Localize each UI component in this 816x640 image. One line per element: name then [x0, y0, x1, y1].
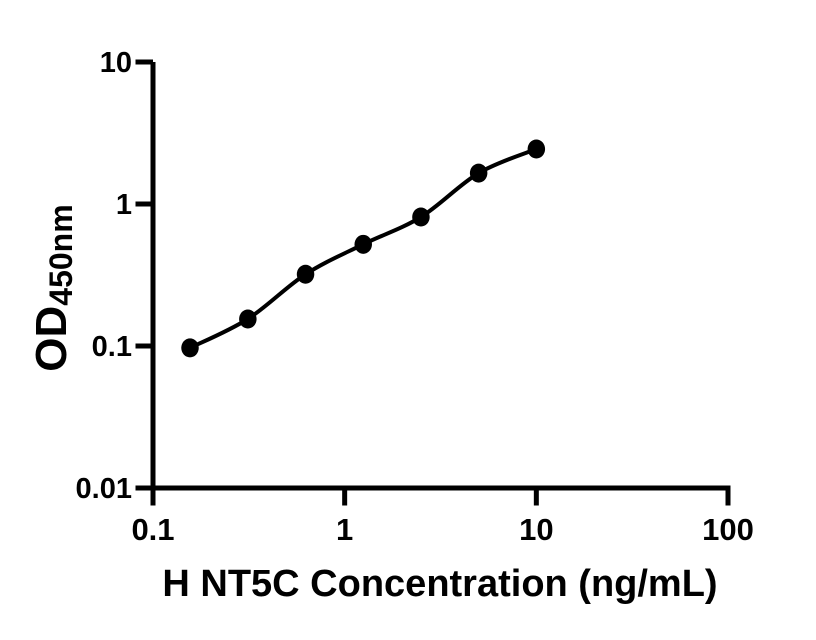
y-tick-label: 0.1 [92, 331, 132, 363]
tick-labels: 0.1 1 10 100 10 1 0.1 0.01 [76, 47, 754, 547]
data-point [296, 264, 315, 284]
data-point [239, 309, 257, 329]
data-point [469, 163, 488, 183]
y-axis-title: OD450nm [27, 204, 79, 371]
x-tick-label: 0.1 [131, 512, 174, 547]
axes [150, 62, 731, 491]
data-point [527, 139, 546, 159]
y-tick-label: 0.01 [76, 473, 132, 505]
x-tick-label: 1 [336, 512, 353, 547]
data-series [181, 139, 546, 358]
y-tick-label: 10 [100, 47, 132, 79]
data-point [181, 338, 199, 358]
y-axis-title-subscript: 450nm [43, 204, 79, 305]
data-point [354, 234, 372, 254]
x-tick-label: 10 [519, 512, 553, 547]
x-axis-title: H NT5C Concentration (ng/mL) [162, 563, 717, 605]
y-axis-title-main: OD [27, 306, 76, 372]
x-tick-label: 100 [702, 512, 754, 547]
tick-marks [135, 59, 731, 506]
y-tick-label: 1 [116, 189, 132, 221]
data-point [412, 207, 430, 227]
